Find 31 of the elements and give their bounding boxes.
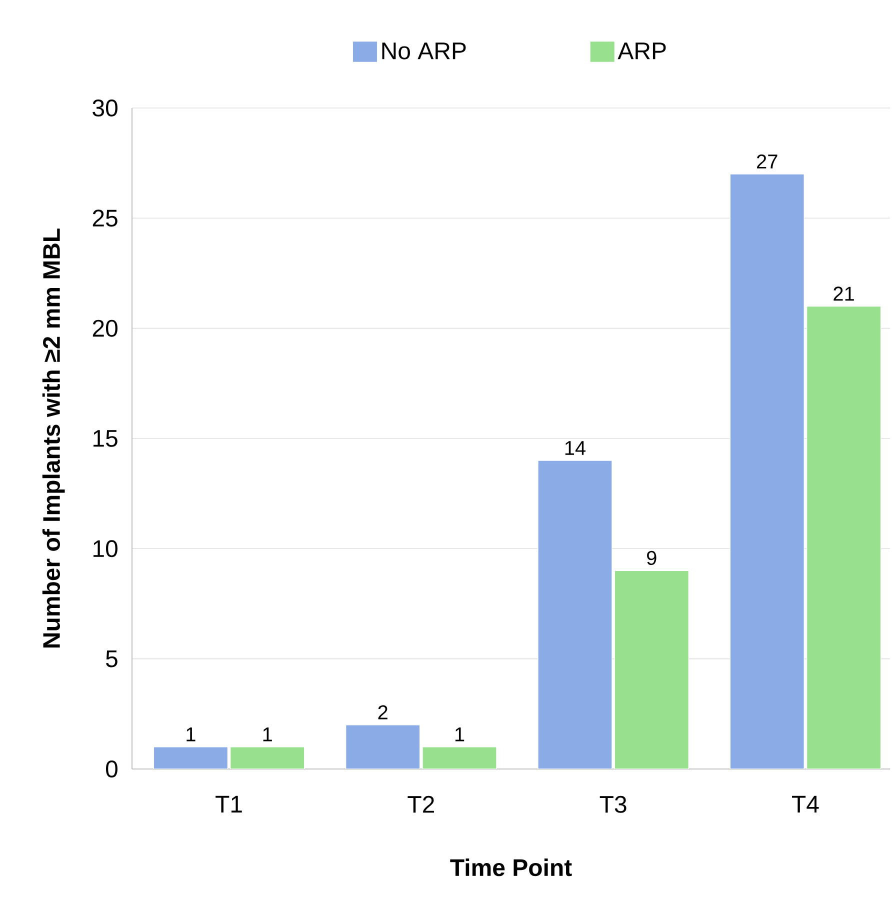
- data-label: 1: [263, 728, 272, 742]
- y-tick-label: 5: [106, 650, 118, 668]
- bar: [153, 746, 228, 769]
- data-label: 9: [647, 550, 656, 566]
- y-tick-label: 25: [92, 210, 118, 227]
- y-tick-label: 15: [94, 430, 118, 447]
- y-tick-label: 0: [106, 760, 118, 778]
- data-label: 2: [378, 705, 388, 720]
- x-axis-title: Time Point: [450, 858, 572, 876]
- legend-label: No ARP: [382, 42, 466, 60]
- data-label: 27: [757, 154, 778, 168]
- x-tick-label: T3: [600, 796, 626, 813]
- y-axis-title: Number of Implants with ≥2 mm MBL: [42, 228, 65, 648]
- data-label: 21: [834, 286, 854, 301]
- bar: [422, 746, 497, 769]
- bar: [730, 174, 804, 769]
- data-label: 14: [565, 441, 586, 455]
- bar: [614, 570, 689, 769]
- x-tick-label: T4: [792, 796, 819, 812]
- legend-label: ARP: [618, 42, 666, 60]
- bar: [346, 724, 420, 769]
- x-tick-label: T1: [216, 796, 242, 812]
- bar: [230, 746, 305, 769]
- bar: [806, 306, 882, 769]
- x-tick-label: T2: [408, 796, 434, 813]
- y-tick-label: 10: [94, 540, 118, 558]
- y-tick-label: 20: [92, 320, 118, 337]
- data-label: 1: [186, 728, 196, 742]
- data-label: 1: [455, 728, 464, 742]
- y-tick-label: 30: [92, 99, 118, 116]
- bar: [538, 460, 612, 769]
